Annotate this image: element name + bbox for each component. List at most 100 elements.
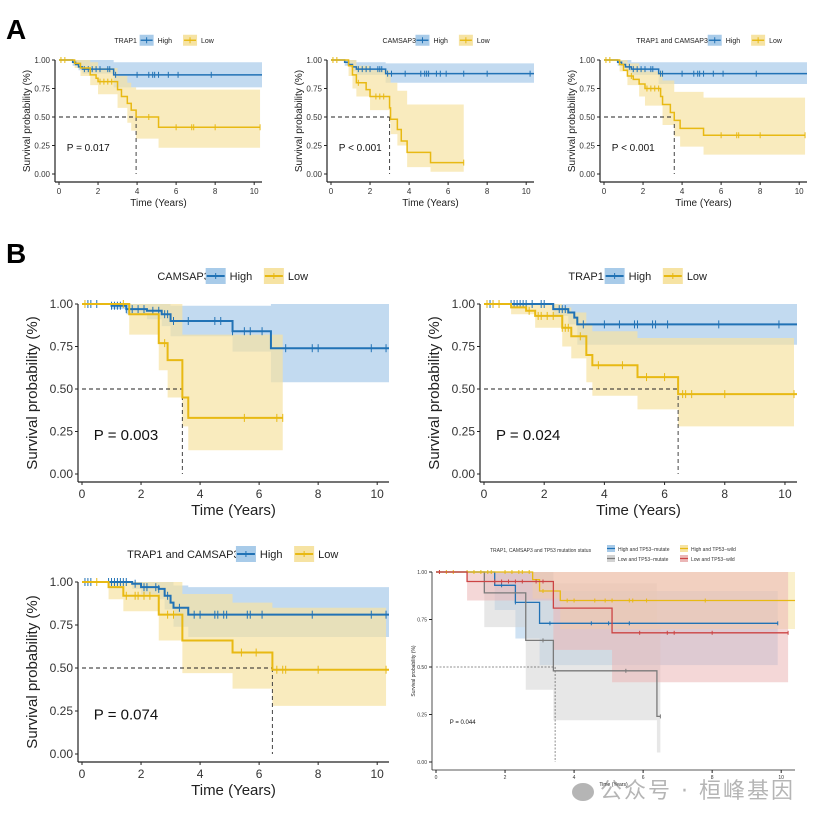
x-tick-label: 4 — [197, 487, 204, 501]
y-axis-title: Survival probability (%) — [426, 316, 443, 469]
legend-title: TRAP1 and CAMSAP3 — [636, 38, 708, 45]
axes: 0 2 4 6 8 10 0.00 0.25 0.50 0.75 1.00 Time (Years) S… — [294, 56, 534, 209]
x-axis-title: Time (Years) — [130, 198, 187, 209]
y-tick-label: 0.75 — [306, 84, 322, 93]
survival-curve-1 — [82, 303, 283, 419]
ci-band-1 — [484, 304, 794, 427]
y-tick-label: 1.00 — [417, 570, 427, 576]
survival-curve-1 — [59, 59, 261, 129]
km-plot-camsap3-a: CAMSAP3 High Low 0 2 4 6 8 10 0.00 0.25 0.50 0.75 1.0… — [272, 20, 542, 220]
x-tick-label: 0 — [79, 487, 86, 501]
legend-label: High — [629, 271, 652, 283]
x-tick-label: 6 — [174, 187, 179, 196]
panel-label-a: A — [6, 14, 27, 45]
x-tick-label: 6 — [446, 187, 451, 196]
x-tick-label: 10 — [778, 487, 792, 501]
watermark-text: 公众号 · 桓峰基因 — [600, 779, 795, 804]
legend: TRAP1 and CAMSAP3 High Low — [636, 34, 783, 46]
legend-label: Low — [201, 38, 215, 45]
axes: 0 2 4 6 8 10 0.00 0.25 0.50 0.75 1.00 Time (Years) S… — [426, 297, 797, 519]
x-tick-label: 2 — [504, 775, 507, 781]
x-axis-title: Time (Years) — [191, 502, 276, 519]
p-value-label: P = 0.024 — [496, 427, 560, 444]
y-tick-label: 0.00 — [417, 760, 427, 766]
y-tick-label: 1.00 — [452, 297, 476, 311]
p-value-label: P < 0.001 — [612, 143, 655, 154]
legend-label: Low — [477, 38, 491, 45]
x-tick-label: 8 — [315, 487, 322, 501]
x-tick-label: 10 — [522, 187, 531, 196]
x-tick-label: 4 — [573, 775, 576, 781]
survival-curve-1 — [604, 59, 806, 136]
survival-curve-0 — [436, 571, 778, 624]
legend: TRAP1, CAMSAP3 and TP53 mutation status H… — [490, 545, 736, 563]
chart-svg: TRAP1 High Low 0 2 4 6 8 10 0.00 0.25 0.50 0.75 1.00 T… — [22, 34, 262, 209]
y-axis-title: Survival probability (%) — [24, 595, 41, 748]
y-tick-label: 0.25 — [452, 425, 476, 439]
legend-title: TRAP1, CAMSAP3 and TP53 mutation status — [490, 548, 592, 554]
chart-svg: TRAP1, CAMSAP3 and TP53 mutation status H… — [411, 545, 795, 788]
survival-curve-1 — [436, 571, 661, 718]
survival-curve-2 — [436, 571, 795, 602]
y-tick-label: 0.50 — [34, 113, 50, 122]
y-tick-label: 0.00 — [579, 170, 595, 179]
y-axis-title: Survival probability (%) — [567, 70, 578, 172]
p-value-label: P = 0.003 — [94, 427, 158, 444]
chart-svg: TRAP1 High Low 0 2 4 6 8 10 0.00 0.25 0.50 0.75 1.00 T… — [426, 268, 797, 519]
x-tick-label: 2 — [138, 767, 145, 781]
x-tick-label: 10 — [250, 187, 259, 196]
x-tick-label: 8 — [315, 767, 322, 781]
x-tick-label: 2 — [368, 187, 373, 196]
x-axis-title: Time (Years) — [402, 198, 459, 209]
y-tick-label: 0.75 — [579, 84, 595, 93]
x-tick-label: 6 — [256, 767, 263, 781]
x-tick-label: 0 — [329, 187, 334, 196]
survival-curve-1 — [331, 59, 464, 164]
ci-band-1 — [82, 582, 387, 706]
x-tick-label: 6 — [642, 775, 645, 781]
chart-svg: CAMSAP3 High Low 0 2 4 6 8 10 0.00 0.25 0.50 0.75 1.0… — [24, 268, 389, 519]
y-axis-title: Survival probability (%) — [411, 645, 417, 696]
y-tick-label: 0.00 — [306, 170, 322, 179]
legend: TRAP1 and CAMSAP3 High Low — [127, 546, 338, 562]
x-tick-label: 10 — [371, 487, 385, 501]
legend: CAMSAP3 High Low — [157, 268, 308, 284]
legend-label: Low — [687, 271, 707, 283]
x-axis-title: Time (Years) — [675, 198, 732, 209]
y-tick-label: 0.00 — [50, 467, 74, 481]
x-tick-label: 8 — [711, 775, 714, 781]
y-tick-label: 1.00 — [579, 56, 595, 65]
survival-curve-0 — [59, 59, 262, 76]
km-plot-trap1-camsap3-a: TRAP1 and CAMSAP3 High Low 0 2 4 6 8 10 0.00 0.25 0… — [545, 20, 815, 220]
x-tick-label: 0 — [602, 187, 607, 196]
legend-title: CAMSAP3 — [157, 271, 210, 283]
y-tick-label: 0.50 — [579, 113, 595, 122]
y-tick-label: 0.00 — [452, 467, 476, 481]
y-tick-label: 0.25 — [579, 141, 595, 150]
x-tick-label: 6 — [661, 487, 668, 501]
legend: CAMSAP3 High Low — [383, 34, 491, 46]
y-tick-label: 0.75 — [417, 617, 427, 623]
legend-title: TRAP1 — [568, 271, 603, 283]
axes: 0 2 4 6 8 10 0.00 0.25 0.50 0.75 1.00 Time (Years) S… — [411, 570, 795, 788]
p-value-label: P = 0.017 — [67, 143, 110, 154]
legend-title: CAMSAP3 — [383, 38, 417, 45]
legend-label: High and TP53−wild — [691, 547, 736, 553]
chart-svg: CAMSAP3 High Low 0 2 4 6 8 10 0.00 0.25 0.50 0.75 1.0… — [294, 34, 534, 209]
x-tick-label: 4 — [680, 187, 685, 196]
x-tick-label: 10 — [795, 187, 804, 196]
y-tick-label: 0.50 — [452, 382, 476, 396]
axes: 0 2 4 6 8 10 0.00 0.25 0.50 0.75 1.00 Time (Years) S… — [22, 56, 262, 209]
legend-title: TRAP1 — [114, 38, 137, 45]
x-tick-label: 8 — [758, 187, 763, 196]
legend-label: Low — [288, 271, 308, 283]
legend-label: High and TP53−mutate — [618, 547, 670, 553]
wechat-icon — [572, 783, 594, 801]
survival-curve-0 — [484, 303, 797, 326]
axes: 0 2 4 6 8 10 0.00 0.25 0.50 0.75 1.00 Time (Years) S… — [567, 56, 807, 209]
survival-curve-3 — [436, 571, 789, 634]
y-tick-label: 0.25 — [34, 141, 50, 150]
y-tick-label: 0.25 — [417, 712, 427, 718]
x-axis-title: Time (Years) — [191, 782, 276, 799]
